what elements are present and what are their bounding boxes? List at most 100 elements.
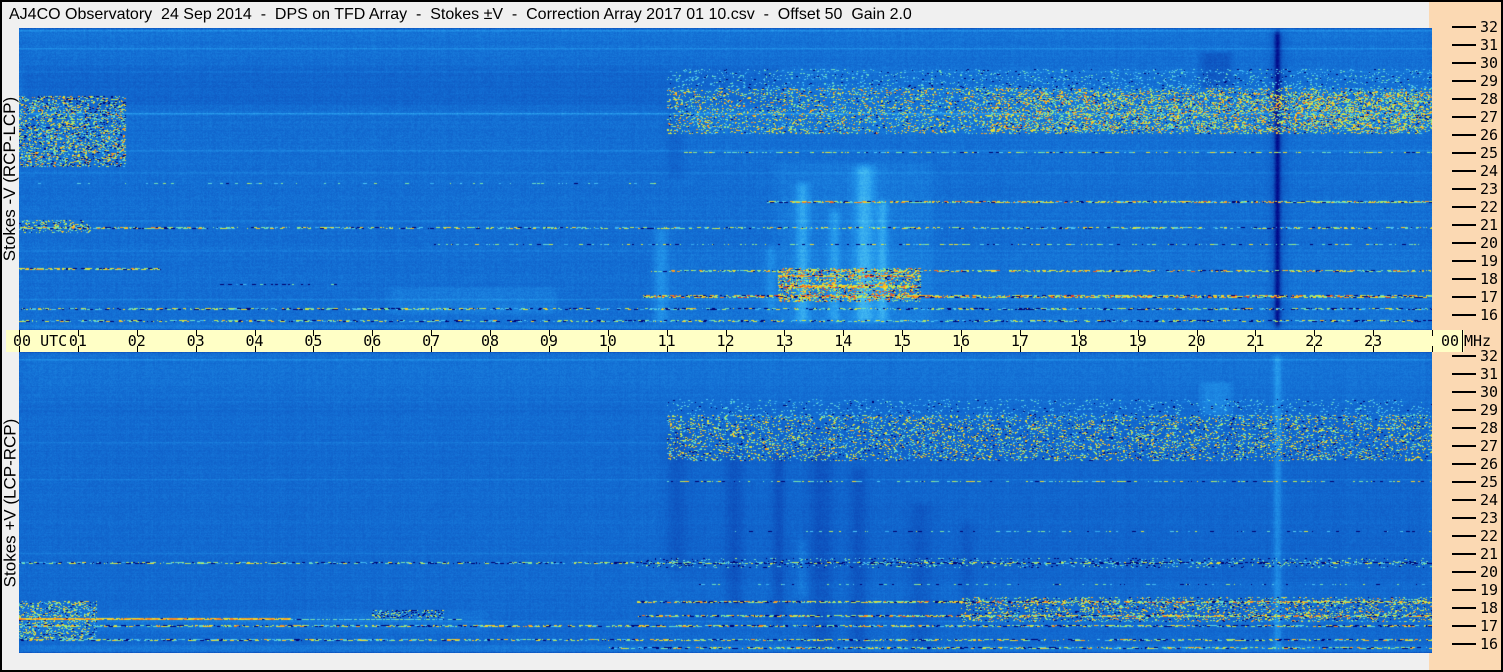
hour-tick: [313, 330, 315, 336]
freq-tick-label: 26: [1480, 455, 1499, 473]
freq-tick: [1452, 278, 1476, 280]
hour-tick: [19, 346, 20, 352]
freq-tick-label: 22: [1480, 527, 1499, 545]
freq-tick-label: 31: [1480, 365, 1499, 383]
freq-tick: [1452, 44, 1476, 46]
hour-label: 09: [539, 332, 558, 350]
hour-tick: [1137, 346, 1139, 352]
hour-label: 15: [893, 332, 912, 350]
freq-tick: [1452, 314, 1476, 316]
hour-tick: [1078, 346, 1080, 352]
freq-tick: [1452, 643, 1476, 645]
hour-tick: [431, 330, 433, 336]
hour-label: 21: [1246, 332, 1265, 350]
time-axis-end-spine: [1462, 330, 1463, 352]
hour-tick: [548, 330, 550, 336]
hour-tick: [902, 346, 904, 352]
hour-label: 00 UTC: [13, 332, 68, 350]
freq-tick-label: 18: [1480, 270, 1499, 288]
freq-tick: [1452, 224, 1476, 226]
freq-tick: [1452, 391, 1476, 393]
hour-tick: [254, 330, 256, 336]
hour-tick: [1255, 330, 1257, 336]
hour-tick: [490, 346, 491, 352]
hour-tick: [313, 346, 315, 352]
hour-label: 20: [1187, 332, 1206, 350]
hour-tick: [843, 346, 845, 352]
top-panel-ylabel: Stokes -V (RCP-LCP): [0, 96, 20, 262]
hour-label: 08: [480, 332, 500, 350]
hour-tick: [902, 330, 904, 336]
freq-tick-label: 16: [1480, 306, 1499, 324]
hour-tick: [19, 330, 20, 336]
hour-tick: [431, 346, 433, 352]
hour-label: 03: [186, 332, 205, 350]
hour-tick: [77, 346, 79, 352]
freq-tick: [1452, 170, 1476, 172]
hour-tick: [1373, 330, 1375, 336]
freq-tick: [1452, 445, 1476, 447]
spectrogram-stokes-negative-v: [19, 28, 1432, 330]
freq-tick-label: 21: [1480, 545, 1499, 563]
freq-tick-label: 32: [1480, 18, 1499, 36]
hour-label: 16: [951, 332, 971, 350]
title-bar: AJ4CO Observatory 24 Sep 2014 - DPS on T…: [2, 2, 1429, 27]
hour-tick: [666, 330, 668, 336]
mhz-unit-label: MHz: [1464, 332, 1492, 350]
hour-label: 07: [422, 332, 441, 350]
page-title: AJ4CO Observatory 24 Sep 2014 - DPS on T…: [9, 5, 912, 23]
freq-tick: [1452, 242, 1476, 244]
freq-tick: [1452, 517, 1476, 519]
freq-tick-label: 18: [1480, 599, 1499, 617]
freq-tick-label: 17: [1480, 617, 1499, 635]
hour-tick: [1432, 330, 1433, 336]
freq-tick: [1452, 116, 1476, 118]
freq-tick-label: 20: [1480, 563, 1499, 581]
hour-label: 06: [363, 332, 382, 350]
hour-tick: [1373, 346, 1375, 352]
hour-tick: [490, 330, 491, 336]
freq-tick: [1452, 373, 1476, 375]
hour-label: 23: [1364, 332, 1383, 350]
freq-tick: [1452, 589, 1476, 591]
hour-label: 19: [1128, 332, 1147, 350]
freq-tick-label: 23: [1480, 509, 1499, 527]
freq-tick-label: 25: [1480, 473, 1499, 491]
hour-tick: [725, 346, 727, 352]
freq-tick: [1452, 427, 1476, 429]
hour-tick: [1137, 330, 1139, 336]
freq-tick-label: 21: [1480, 216, 1499, 234]
time-axis: 00 UTC 01 02 03 04 05 06 07 08 09 10 11 12 13 14 15 16 17…: [6, 330, 1464, 352]
freq-tick: [1452, 607, 1476, 609]
freq-tick-label: 27: [1480, 108, 1499, 126]
hour-tick: [1019, 330, 1021, 336]
freq-tick: [1452, 152, 1476, 154]
freq-tick: [1452, 409, 1476, 411]
spectrogram-stokes-positive-v: [19, 352, 1432, 653]
hour-tick: [666, 346, 668, 352]
hour-tick: [607, 346, 609, 352]
hour-label: 01: [68, 332, 87, 350]
hour-label: 04: [245, 332, 264, 350]
freq-tick-label: 29: [1480, 401, 1499, 419]
hour-tick: [195, 346, 197, 352]
freq-tick: [1452, 463, 1476, 465]
hour-tick: [136, 346, 138, 352]
hour-label: 00: [1440, 332, 1460, 350]
freq-tick: [1452, 98, 1476, 100]
hour-tick: [843, 330, 845, 336]
hour-tick: [548, 346, 550, 352]
hour-tick: [1314, 346, 1316, 352]
hour-tick: [195, 330, 197, 336]
hour-tick: [961, 346, 962, 352]
freq-tick: [1452, 535, 1476, 537]
freq-tick-label: 28: [1480, 90, 1499, 108]
hour-tick: [607, 330, 609, 336]
freq-tick-label: 19: [1480, 252, 1499, 270]
freq-tick-label: 28: [1480, 419, 1499, 437]
hour-tick: [784, 330, 786, 336]
hour-tick: [372, 330, 374, 336]
hour-tick: [77, 330, 79, 336]
freq-tick: [1452, 260, 1476, 262]
